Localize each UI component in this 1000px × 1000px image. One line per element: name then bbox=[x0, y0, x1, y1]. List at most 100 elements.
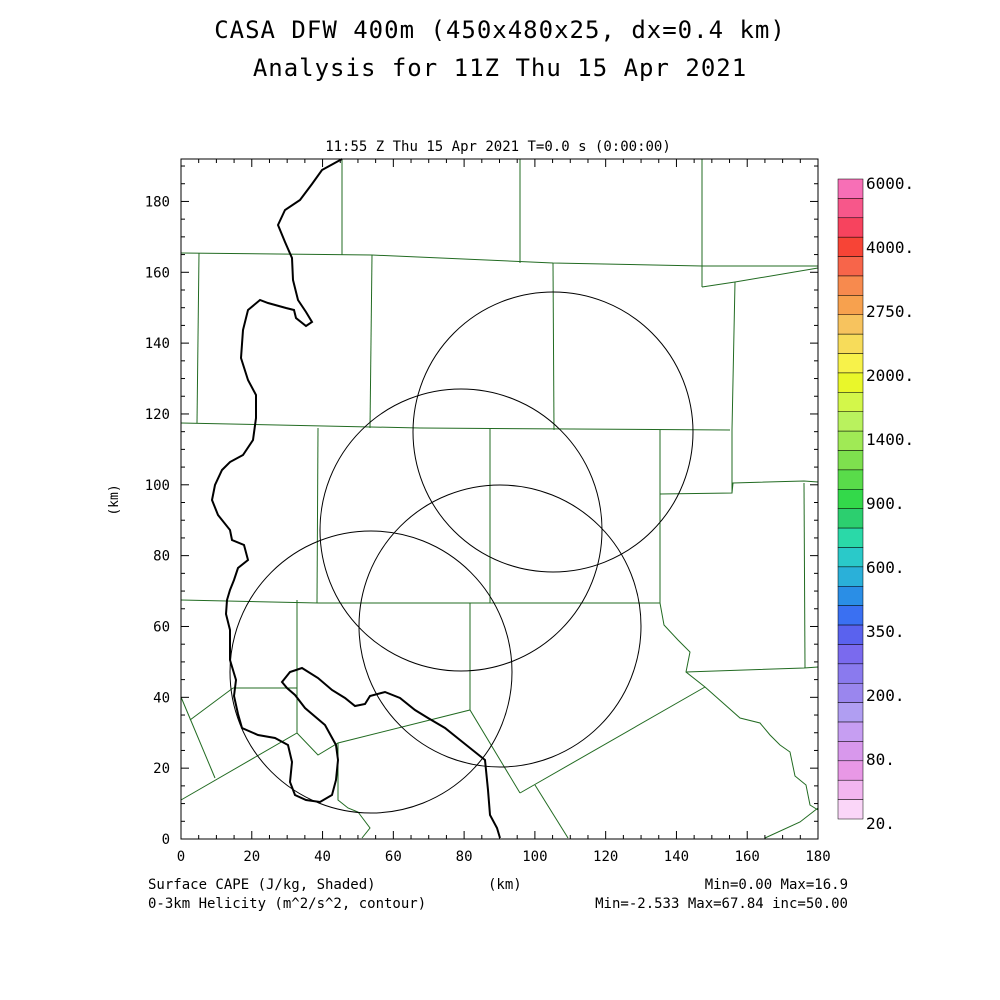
y-axis-label: (km) bbox=[107, 484, 122, 515]
colorbar-swatch bbox=[837, 333, 864, 354]
colorbar-swatch bbox=[837, 644, 864, 665]
county-line bbox=[180, 252, 818, 267]
county-line bbox=[534, 784, 569, 839]
x-tick-label: 180 bbox=[805, 849, 830, 865]
colorbar-label: 4000. bbox=[866, 238, 914, 257]
colorbar-swatch bbox=[837, 702, 864, 723]
county-boundaries bbox=[180, 159, 819, 839]
colorbar-swatch bbox=[837, 586, 864, 606]
county-line bbox=[552, 262, 555, 431]
colorbar-label: 600. bbox=[866, 558, 905, 577]
colorbar-label: 2750. bbox=[866, 302, 914, 321]
figure-title-line2: Analysis for 11Z Thu 15 Apr 2021 bbox=[252, 54, 748, 82]
county-line bbox=[189, 687, 234, 721]
colorbar-swatch bbox=[837, 469, 864, 490]
colorbar-swatch bbox=[837, 411, 864, 432]
county-line bbox=[731, 281, 736, 493]
x-tick-label: 100 bbox=[522, 849, 547, 865]
figure-title-line1: CASA DFW 400m (450x480x25, dx=0.4 km) bbox=[214, 16, 786, 44]
radar-coverage-rings bbox=[229, 291, 694, 814]
colorbar-swatch bbox=[837, 372, 864, 393]
river-line bbox=[210, 158, 501, 839]
y-tick-label: 120 bbox=[145, 407, 170, 423]
colorbar-label: 2000. bbox=[866, 366, 914, 385]
x-tick-label: 120 bbox=[593, 849, 618, 865]
colorbar-swatch bbox=[837, 256, 864, 277]
colorbar-swatch bbox=[837, 508, 864, 529]
colorbar-swatch bbox=[837, 430, 864, 451]
axes: 0 20 40 60 80 100 120 140 160 180 0 20 40 60 80 100 120 1… bbox=[145, 159, 831, 865]
helicity-caption: 0-3km Helicity (m^2/s^2, contour) bbox=[148, 896, 427, 912]
colorbar-swatch bbox=[837, 489, 864, 509]
x-tick-label: 60 bbox=[385, 849, 402, 865]
radar-ring bbox=[358, 484, 642, 768]
colorbar-swatch bbox=[837, 547, 864, 568]
county-line bbox=[659, 602, 819, 811]
y-tick-label: 20 bbox=[153, 761, 170, 777]
colorbar-swatch bbox=[837, 799, 864, 820]
county-line bbox=[685, 666, 819, 673]
colorbar-swatch bbox=[837, 527, 864, 548]
colorbar-label: 6000. bbox=[866, 174, 914, 193]
colorbar-swatch bbox=[837, 566, 864, 587]
colorbar-swatch bbox=[837, 236, 864, 257]
y-tick-label: 0 bbox=[162, 832, 170, 848]
y-tick-label: 40 bbox=[153, 690, 170, 706]
colorbar-label: 20. bbox=[866, 814, 895, 833]
colorbar-swatch bbox=[837, 721, 864, 742]
county-line bbox=[180, 696, 216, 779]
colorbar: 6000. 4000. 2750. 2000. 1400. 900. 600. 350. 200… bbox=[837, 174, 914, 833]
plot-time-label: 11:55 Z Thu 15 Apr 2021 T=0.0 s (0:00:00… bbox=[325, 139, 671, 155]
radar-ring bbox=[319, 388, 603, 672]
colorbar-swatch bbox=[837, 741, 864, 762]
county-line bbox=[369, 254, 373, 429]
county-line bbox=[803, 482, 806, 669]
y-tick-label: 100 bbox=[145, 478, 170, 494]
helicity-min-max: Min=-2.533 Max=67.84 inc=50.00 bbox=[595, 896, 848, 912]
colorbar-swatch bbox=[837, 178, 864, 199]
radar-ring bbox=[229, 530, 513, 814]
colorbar-swatch bbox=[837, 450, 864, 471]
colorbar-label: 350. bbox=[866, 622, 905, 641]
x-tick-label: 160 bbox=[735, 849, 760, 865]
y-tick-label: 140 bbox=[145, 336, 170, 352]
colorbar-swatch bbox=[837, 353, 864, 374]
county-line bbox=[180, 599, 660, 604]
colorbar-label: 1400. bbox=[866, 430, 914, 449]
colorbar-swatch bbox=[837, 198, 864, 219]
colorbar-label: 200. bbox=[866, 686, 905, 705]
y-tick-label: 80 bbox=[153, 549, 170, 565]
county-line bbox=[659, 480, 819, 495]
colorbar-swatch bbox=[837, 682, 864, 703]
colorbar-swatch bbox=[837, 392, 864, 412]
x-tick-label: 20 bbox=[243, 849, 260, 865]
county-line bbox=[316, 427, 319, 604]
x-axis-label: (km) bbox=[488, 877, 522, 893]
colorbar-swatch bbox=[837, 779, 864, 800]
x-tick-label: 80 bbox=[456, 849, 473, 865]
radar-ring bbox=[412, 291, 694, 573]
county-line bbox=[519, 686, 706, 794]
colorbar-label: 900. bbox=[866, 494, 905, 513]
county-line bbox=[180, 422, 731, 431]
x-tick-label: 0 bbox=[177, 849, 185, 865]
y-tick-label: 160 bbox=[145, 265, 170, 281]
colorbar-swatch bbox=[837, 605, 864, 626]
county-line bbox=[337, 743, 371, 839]
colorbar-label: 80. bbox=[866, 750, 895, 769]
colorbar-swatch bbox=[837, 760, 864, 781]
county-line bbox=[701, 267, 819, 288]
colorbar-swatch bbox=[837, 295, 864, 316]
county-line bbox=[764, 807, 819, 839]
county-line bbox=[180, 709, 521, 801]
cape-min-max: Min=0.00 Max=16.9 bbox=[704, 877, 848, 893]
y-tick-label: 60 bbox=[153, 619, 170, 635]
county-line bbox=[196, 252, 200, 424]
x-tick-label: 40 bbox=[314, 849, 331, 865]
colorbar-swatch bbox=[837, 314, 864, 335]
colorbar-swatch bbox=[837, 217, 864, 238]
x-tick-label: 140 bbox=[664, 849, 689, 865]
colorbar-swatch bbox=[837, 624, 864, 645]
y-tick-label: 180 bbox=[145, 194, 170, 210]
